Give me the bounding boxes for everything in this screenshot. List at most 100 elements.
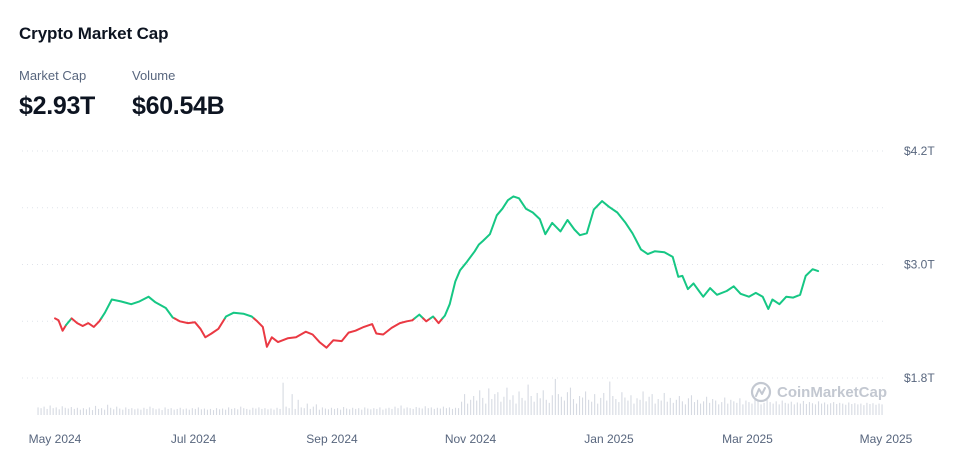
market-cap-line[interactable] [54,195,820,349]
volume-bar [252,407,254,415]
volume-bar [548,402,550,415]
volume-bar [231,408,233,415]
volume-bar [748,402,750,415]
volume-bar [436,407,438,415]
volume-bar [512,395,514,415]
volume-bar [766,399,768,415]
volume-bar [715,400,717,415]
volume-label: Volume [132,68,176,83]
volume-bar [488,388,490,415]
volume-bar [827,404,829,415]
volume-bar [811,403,814,415]
volume-bar [176,408,178,415]
volume-bar [467,403,469,415]
volume-bar [491,399,493,415]
volume-bar [101,408,103,415]
volume-bar [551,395,553,415]
volume-bar [612,396,614,415]
volume-bar [845,404,847,415]
volume-bar [400,405,402,415]
volume-bar [464,394,466,415]
volume-bar [500,401,502,415]
volume-bar [439,408,441,415]
volume-bar [110,407,112,415]
volume-bar [206,409,209,415]
volume-bar [240,406,242,415]
volume-bar [349,409,351,415]
volume-bar [848,402,850,415]
volume-bar [82,408,84,415]
volume-bar [654,403,656,415]
market-cap-line-segment[interactable] [252,317,416,349]
market-cap-label: Market Cap [19,68,87,83]
volume-bar [660,400,662,415]
volume-bar [340,409,342,415]
market-cap-stat: Market Cap $2.93T [19,68,95,121]
volume-bar [751,403,753,415]
market-cap-line-segment[interactable] [65,317,73,326]
volume-bar [851,403,853,415]
market-cap-line-segment[interactable] [100,295,176,320]
market-cap-line-segment[interactable] [223,311,255,320]
market-cap-line-segment[interactable] [413,313,425,320]
x-tick-label: May 2025 [860,432,913,446]
market-cap-line-segment[interactable] [54,317,68,332]
market-cap-line-segment[interactable] [173,317,226,339]
volume-bar [116,406,118,415]
volume-bar [234,408,236,415]
volume-bar [808,402,810,415]
volume-value: $60.54B [132,92,225,120]
volume-bar [243,408,245,415]
volume-bar [427,408,429,415]
volume-bar [772,403,774,415]
volume-bar [509,399,511,415]
volume-bar [98,408,100,415]
volume-bar [742,404,744,415]
volume-bar [645,401,647,415]
volume-bar [370,409,372,415]
x-tick-label: Jul 2024 [171,432,217,446]
volume-bar [179,407,181,415]
volume-bar [527,384,529,415]
volume-bar [433,408,435,415]
volume-bar [373,408,375,415]
volume-bar [736,402,738,415]
y-tick-label: $3.0T [904,258,935,272]
volume-bar [258,407,260,415]
market-cap-line-segment[interactable] [70,317,103,328]
volume-bar [43,406,45,415]
x-tick-label: Nov 2024 [445,432,497,446]
volume-bar [288,408,290,415]
volume-bar [261,408,263,415]
volume-bar [869,403,871,415]
volume-bar [473,396,475,415]
watermark-text: CoinMarketCap [777,384,887,401]
volume-bars [37,378,883,415]
market-cap-line-segment[interactable] [433,317,444,325]
volume-bar [515,403,517,415]
volume-bar [651,394,653,415]
volume-bar [563,400,565,415]
volume-bar [615,399,617,415]
volume-bar [64,407,66,415]
volume-bar [421,408,423,415]
volume-bar [219,409,221,415]
volume-bar [318,409,320,415]
volume-bar [769,402,771,415]
volume-bar [448,407,451,415]
market-cap-line-segment[interactable] [422,317,432,323]
volume-bar [173,409,175,415]
volume-bar [672,402,674,415]
volume-bar [681,401,683,415]
volume-bar [536,392,538,415]
volume-bar [212,410,215,415]
volume-bar [382,409,384,415]
volume-bar [745,400,747,415]
volume-bar [406,407,408,415]
volume-bar [358,408,360,415]
volume-bar [709,402,711,415]
volume-bar [376,408,378,415]
volume-bar [482,397,484,415]
market-cap-line-segment[interactable] [441,195,820,320]
